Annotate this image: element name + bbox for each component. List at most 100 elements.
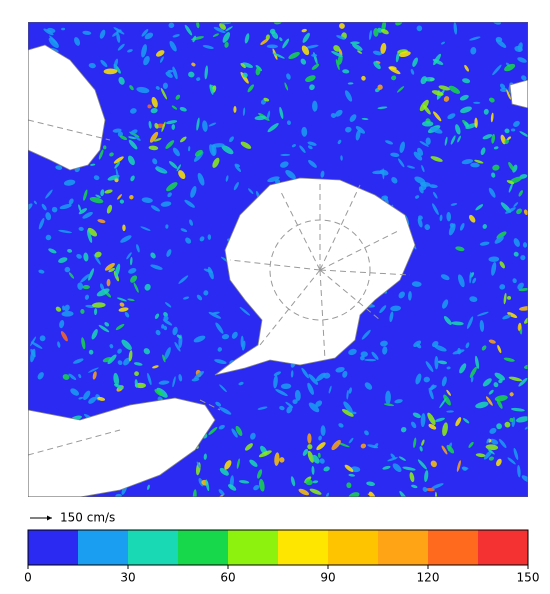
speed-patch [467, 316, 474, 329]
speed-patch [224, 460, 232, 470]
speed-patch [418, 215, 423, 220]
speed-patch [399, 141, 405, 153]
speed-patch [517, 322, 522, 331]
speed-patch [128, 350, 133, 362]
speed-patch [504, 128, 510, 134]
speed-patch [148, 145, 159, 151]
speed-patch [229, 136, 234, 143]
speed-patch [41, 203, 47, 211]
speed-patch [91, 329, 98, 340]
speed-patch [167, 192, 172, 198]
speed-patch [30, 341, 43, 349]
speed-patch [204, 65, 209, 80]
speed-patch [452, 349, 465, 355]
speed-patch [489, 97, 495, 103]
speed-patch [413, 340, 422, 348]
speed-patch [199, 236, 205, 242]
speed-patch [315, 400, 323, 407]
colorbar-tick-label: 150 [517, 571, 540, 585]
speed-patch [286, 405, 293, 414]
speed-patch [335, 109, 343, 117]
speed-patch [513, 251, 519, 257]
speed-patch [172, 147, 180, 157]
speed-patch [520, 255, 526, 261]
speed-patch [119, 135, 128, 141]
speed-patch [412, 412, 421, 419]
speed-patch [504, 138, 509, 145]
speed-patch [60, 330, 68, 342]
speed-patch [212, 33, 220, 37]
speed-patch [88, 349, 94, 355]
speed-patch [505, 207, 516, 214]
speed-patch [311, 465, 315, 475]
speed-patch [364, 382, 373, 390]
speed-patch [507, 136, 512, 140]
speed-patch [420, 413, 426, 428]
speed-patch [194, 371, 204, 380]
speed-patch [320, 170, 325, 178]
speed-patch [390, 152, 400, 158]
speed-patch [460, 106, 472, 114]
speed-patch [361, 75, 366, 81]
speed-patch [390, 453, 396, 460]
speed-patch [196, 77, 201, 81]
speed-patch [509, 392, 514, 397]
speed-patch [420, 181, 431, 187]
speed-patch [82, 30, 92, 35]
speed-patch [348, 348, 357, 356]
speed-patch [217, 347, 223, 352]
speed-patch [396, 86, 405, 93]
speed-patch [107, 174, 120, 181]
speed-patch [337, 54, 343, 65]
speed-patch [492, 164, 500, 171]
speed-patch [355, 126, 366, 134]
colorbar-tick-label: 120 [417, 571, 440, 585]
speed-patch [498, 379, 503, 384]
speed-patch [208, 311, 222, 319]
speed-patch [307, 433, 312, 444]
speed-patch [377, 27, 383, 33]
speed-patch [248, 188, 254, 194]
speed-patch [61, 311, 74, 317]
speed-patch [518, 377, 528, 387]
speed-patch [83, 252, 89, 262]
speed-patch [154, 122, 159, 129]
speed-patch [507, 457, 516, 465]
speed-patch [361, 329, 371, 340]
speed-patch [301, 126, 308, 137]
speed-patch [67, 248, 73, 253]
speed-patch [305, 44, 319, 49]
speed-patch [70, 388, 79, 396]
speed-patch [55, 165, 63, 170]
speed-patch [477, 311, 489, 317]
speed-patch [284, 82, 289, 91]
speed-patch [455, 417, 462, 427]
speed-patch [168, 160, 178, 169]
speed-patch [312, 454, 320, 464]
speed-patch [470, 162, 480, 168]
speed-patch [419, 446, 423, 452]
speed-patch [84, 294, 90, 300]
speed-patch [441, 445, 448, 455]
speed-patch [165, 224, 169, 229]
speed-patch [507, 296, 512, 300]
speed-patch [68, 373, 77, 381]
speed-patch [83, 189, 88, 201]
speed-patch [100, 189, 105, 197]
speed-patch [494, 236, 504, 244]
speed-patch [373, 28, 379, 37]
speed-patch [391, 75, 397, 81]
speed-patch [439, 214, 443, 222]
speed-patch [328, 385, 332, 394]
speed-patch [513, 447, 519, 461]
speed-patch [503, 357, 515, 362]
speed-patch [178, 170, 186, 180]
speed-patch [492, 64, 502, 76]
speed-patch [323, 466, 330, 472]
speed-patch [315, 372, 326, 382]
speed-patch [122, 224, 126, 232]
speed-patch [455, 246, 465, 252]
speed-patch [150, 264, 163, 270]
speed-patch [451, 321, 464, 326]
speed-patch [151, 96, 158, 108]
